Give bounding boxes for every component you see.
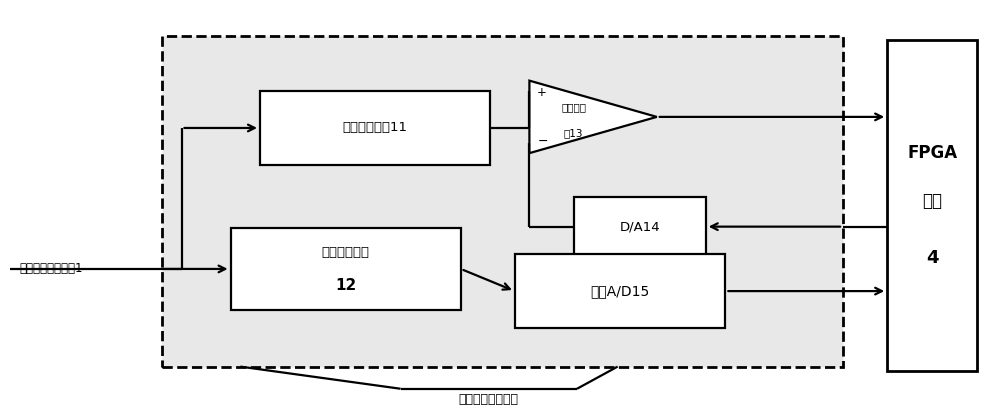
Text: D/A14: D/A14 [619,220,660,233]
Text: 外部触发输入端口1: 外部触发输入端口1 [20,263,83,275]
Bar [260,91,490,165]
Text: −: − [537,134,548,148]
Text: 高速A/D15: 高速A/D15 [590,284,650,298]
Text: FPGA: FPGA [907,144,957,162]
Text: 4: 4 [926,249,938,267]
Bar [887,40,977,371]
Polygon shape [529,81,657,153]
Bar [515,254,725,328]
Text: 模块: 模块 [922,192,942,210]
Text: 高速比较: 高速比较 [561,102,586,112]
Bar [574,197,706,256]
Text: +: + [537,86,547,99]
Bar [230,228,461,310]
Text: 器13: 器13 [564,128,583,138]
Text: 放大整形电路11: 放大整形电路11 [343,122,408,134]
Bar [162,36,843,367]
Text: 触发信号生成模块: 触发信号生成模块 [459,393,519,406]
Text: 电压跟随电路: 电压跟随电路 [322,246,370,259]
Text: 12: 12 [335,277,356,293]
